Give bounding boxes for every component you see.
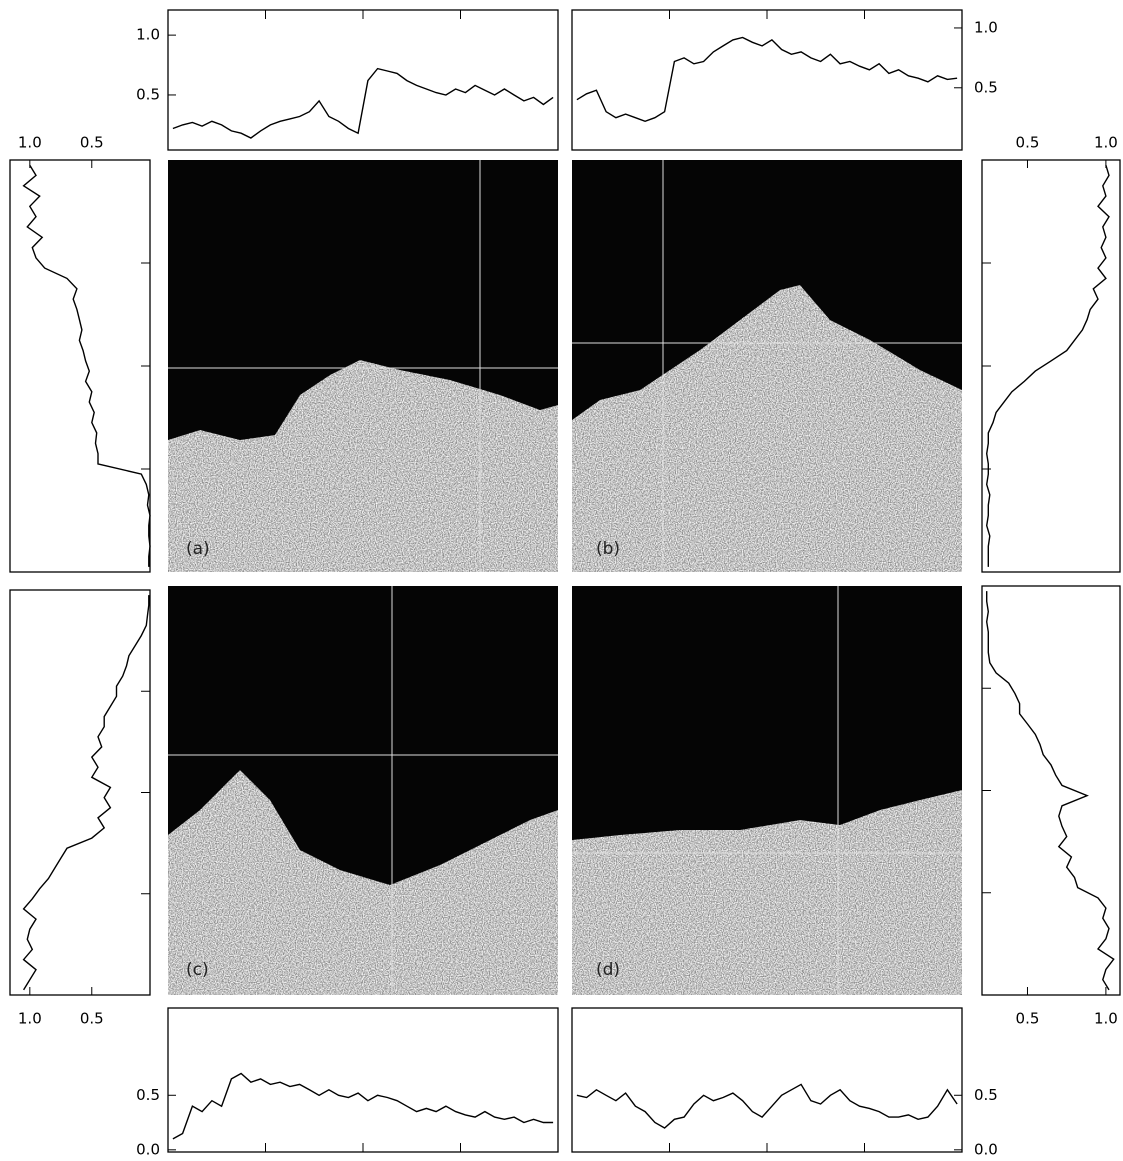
x-tick-label: 1.0 xyxy=(1094,1010,1118,1028)
plot-frame xyxy=(571,1007,963,1153)
profile-line xyxy=(985,591,1115,991)
y-tick-label: 1.0 xyxy=(136,26,160,44)
x-tick-label: 0.5 xyxy=(80,134,104,152)
plot-frame xyxy=(167,9,559,151)
plot-frame xyxy=(981,159,1121,573)
y-tick-label: 1.0 xyxy=(974,18,998,36)
x-tick-label: 1.0 xyxy=(1094,134,1118,152)
y-tick-label: 0.0 xyxy=(974,1140,998,1158)
plot-frame xyxy=(167,1007,559,1153)
plot-frame xyxy=(9,589,151,996)
y-tick-label: 0.5 xyxy=(974,1086,998,1104)
x-tick-label: 1.0 xyxy=(18,134,42,152)
image-panel-b: (b) xyxy=(572,160,962,572)
x-tick-label: 1.0 xyxy=(18,1010,42,1028)
profile-line xyxy=(172,1072,554,1140)
y-tick-label: 0.5 xyxy=(136,1086,160,1104)
panel-label: (b) xyxy=(596,539,620,559)
panel-label: (d) xyxy=(596,960,620,980)
profile-line xyxy=(576,1083,958,1129)
profile-line xyxy=(22,164,151,567)
x-tick-label: 0.5 xyxy=(1016,134,1040,152)
image-panel-c: (c) xyxy=(168,586,558,995)
panel-label: (c) xyxy=(186,960,209,980)
image-panel-d: (d) xyxy=(572,586,962,995)
y-tick-label: 0.5 xyxy=(974,78,998,96)
y-tick-label: 0.0 xyxy=(136,1140,160,1158)
plot-frame xyxy=(571,9,963,151)
profile-line xyxy=(985,164,1110,567)
plot-frame xyxy=(981,585,1121,996)
profile-line xyxy=(22,595,150,991)
x-tick-label: 0.5 xyxy=(1016,1010,1040,1028)
image-panel-a: (a) xyxy=(168,160,558,572)
x-tick-label: 0.5 xyxy=(80,1010,104,1028)
panel-label: (a) xyxy=(186,539,210,559)
y-tick-label: 0.5 xyxy=(136,85,160,103)
profile-line xyxy=(172,67,554,139)
profile-line xyxy=(576,36,958,123)
